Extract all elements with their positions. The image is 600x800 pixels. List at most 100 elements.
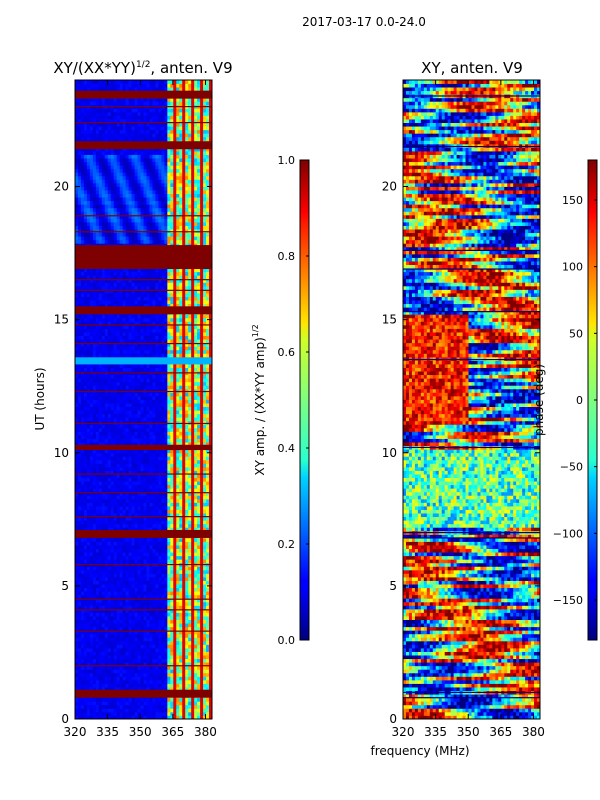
heatmap-cell <box>137 655 141 660</box>
heatmap-cell <box>128 591 132 596</box>
heatmap-cell <box>98 502 103 507</box>
heatmap-cell <box>107 626 112 631</box>
heatmap-cell <box>77 594 82 599</box>
heatmap-cell <box>107 452 112 457</box>
heatmap-cell <box>119 502 124 507</box>
heatmap-cell <box>98 658 103 663</box>
heatmap-cell <box>191 392 195 397</box>
heatmap-cell <box>143 506 147 510</box>
heatmap-cell <box>161 587 165 592</box>
heatmap-cell <box>170 427 174 432</box>
heatmap-cell <box>158 392 162 397</box>
heatmap-cell <box>119 665 124 670</box>
heatmap-cell <box>131 658 135 663</box>
heatmap-cell <box>77 438 82 443</box>
heatmap-cell <box>80 481 85 486</box>
heatmap-cell <box>155 349 159 354</box>
heatmap-cell <box>77 502 82 507</box>
heatmap-cell <box>110 484 115 489</box>
heatmap-cell <box>77 665 82 670</box>
heatmap-cell <box>206 438 210 443</box>
heatmap-cell <box>83 520 88 525</box>
heatmap-cell <box>197 545 201 549</box>
heatmap-cell <box>113 509 118 514</box>
heatmap-cell <box>89 339 94 344</box>
heatmap-cell <box>95 697 100 702</box>
heatmap-cell <box>191 399 195 404</box>
heatmap-cell <box>104 353 109 358</box>
heatmap-cell <box>146 701 150 706</box>
heatmap-cell <box>146 605 150 610</box>
heatmap-cell <box>188 427 192 432</box>
heatmap-cell <box>143 541 147 546</box>
heatmap-cell <box>75 559 79 564</box>
heatmap-cell <box>200 548 204 553</box>
heatmap-cell <box>206 537 210 542</box>
heatmap-cell <box>89 374 94 379</box>
heatmap-cell <box>176 459 180 464</box>
heatmap-cell <box>185 399 189 404</box>
heatmap-cell <box>167 679 171 684</box>
heatmap-cell <box>182 420 186 425</box>
heatmap-cell <box>122 623 127 628</box>
heatmap-cell <box>83 356 88 361</box>
heatmap-cell <box>92 424 97 429</box>
heatmap-cell <box>167 420 171 425</box>
heatmap-cell <box>188 353 192 358</box>
heatmap-cell <box>125 498 130 503</box>
heatmap-cell <box>92 552 97 557</box>
heatmap-cell <box>194 711 198 716</box>
heatmap-cell <box>110 403 115 407</box>
heatmap-cell <box>188 630 192 635</box>
heatmap-cell <box>98 669 103 674</box>
heatmap-cell <box>110 577 115 581</box>
heatmap-cell <box>173 623 177 628</box>
heatmap-cell <box>176 395 180 400</box>
heatmap-cell <box>179 658 183 663</box>
heatmap-cell <box>101 559 106 564</box>
heatmap-cell <box>170 630 174 635</box>
heatmap-cell <box>155 417 159 422</box>
heatmap-cell <box>140 644 144 649</box>
heatmap-cell <box>206 573 210 578</box>
heatmap-cell <box>137 417 141 422</box>
heatmap-cell <box>110 367 115 372</box>
heatmap-cell <box>206 640 210 645</box>
heatmap-cell <box>149 697 153 702</box>
heatmap-cell <box>155 435 159 439</box>
heatmap-cell <box>104 644 109 649</box>
heatmap-cell <box>95 545 100 549</box>
heatmap-cell <box>122 417 127 422</box>
heatmap-cell <box>191 378 195 383</box>
heatmap-cell <box>80 466 85 471</box>
heatmap-cell <box>209 488 213 493</box>
heatmap-cell <box>158 687 162 691</box>
heatmap-cell <box>92 633 97 638</box>
heatmap-cell <box>158 484 162 489</box>
heatmap-cell <box>98 683 103 688</box>
heatmap-cell <box>125 545 130 549</box>
heatmap-cell <box>131 701 135 706</box>
heatmap-cell <box>101 395 106 400</box>
heatmap-cell <box>116 364 121 368</box>
heatmap-cell <box>113 594 118 599</box>
heatmap-cell <box>134 516 138 521</box>
heatmap-cell <box>152 413 156 418</box>
heatmap-cell <box>161 452 165 457</box>
heatmap-cell <box>167 612 171 617</box>
heatmap-cell <box>83 335 88 340</box>
heatmap-cell <box>143 676 147 681</box>
heatmap-cell <box>185 509 189 514</box>
heatmap-cell <box>149 687 153 691</box>
heatmap-cell <box>164 665 168 670</box>
heatmap-cell <box>83 527 88 532</box>
heatmap-cell <box>158 559 162 564</box>
heatmap-cell <box>95 417 100 422</box>
heatmap-cell <box>206 374 210 379</box>
heatmap-cell <box>77 633 82 638</box>
heatmap-cell <box>191 410 195 415</box>
heatmap-cell <box>167 566 171 571</box>
heatmap-cell <box>164 715 168 720</box>
heatmap-cell <box>161 506 165 510</box>
heatmap-cell <box>161 552 165 557</box>
